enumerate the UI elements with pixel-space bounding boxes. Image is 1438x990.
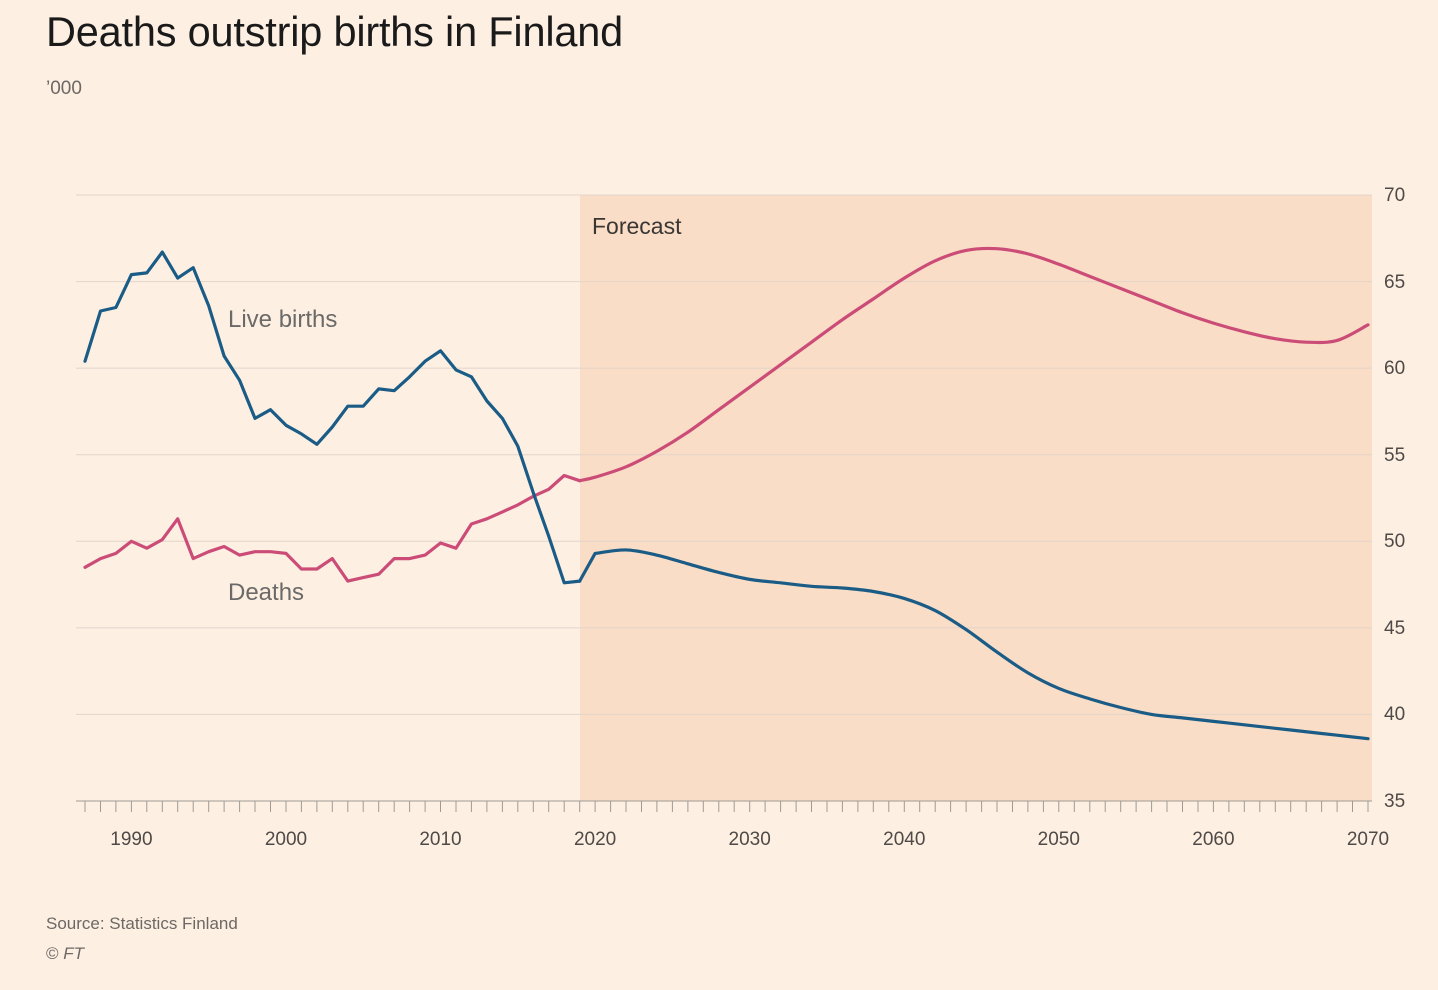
svg-text:2050: 2050 xyxy=(1038,829,1080,850)
svg-text:Live births: Live births xyxy=(228,306,337,333)
svg-text:2060: 2060 xyxy=(1192,829,1234,850)
svg-text:2020: 2020 xyxy=(574,829,616,850)
svg-text:2030: 2030 xyxy=(729,829,771,850)
svg-text:45: 45 xyxy=(1384,618,1405,639)
svg-text:1990: 1990 xyxy=(110,829,152,850)
svg-text:60: 60 xyxy=(1384,358,1405,379)
svg-text:50: 50 xyxy=(1384,531,1405,552)
svg-text:2070: 2070 xyxy=(1347,829,1389,850)
svg-text:2040: 2040 xyxy=(883,829,925,850)
svg-text:Forecast: Forecast xyxy=(592,213,682,239)
svg-text:70: 70 xyxy=(1384,185,1405,206)
svg-text:55: 55 xyxy=(1384,445,1405,466)
svg-text:40: 40 xyxy=(1384,704,1405,725)
svg-text:2010: 2010 xyxy=(419,829,461,850)
svg-text:2000: 2000 xyxy=(265,829,307,850)
svg-text:35: 35 xyxy=(1384,791,1405,812)
svg-text:Deaths: Deaths xyxy=(228,579,304,606)
svg-text:65: 65 xyxy=(1384,272,1405,293)
